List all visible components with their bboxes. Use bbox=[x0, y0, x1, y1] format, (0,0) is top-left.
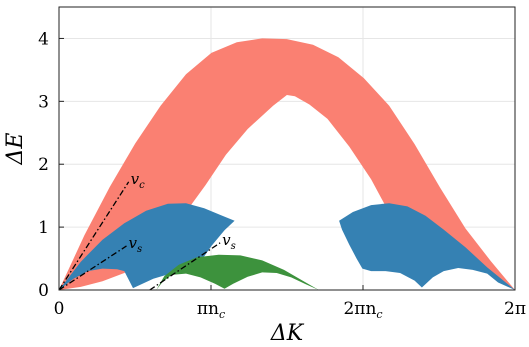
x-axis-label: ΔK bbox=[270, 321, 305, 346]
y-tick-label: 2 bbox=[38, 155, 49, 175]
y-tick-label: 4 bbox=[38, 29, 49, 49]
velocity-guide-label: vs bbox=[222, 231, 236, 252]
y-tick-label: 0 bbox=[38, 281, 49, 301]
y-tick-label: 3 bbox=[38, 92, 49, 112]
x-tick-label: 2πnc bbox=[343, 299, 382, 321]
x-tick-label: πnc bbox=[197, 299, 225, 321]
y-tick-label: 1 bbox=[38, 218, 49, 238]
x-tick-label: 0 bbox=[54, 299, 65, 319]
y-axis-label: ΔE bbox=[3, 133, 28, 166]
x-tick-label: 2π bbox=[504, 299, 526, 319]
